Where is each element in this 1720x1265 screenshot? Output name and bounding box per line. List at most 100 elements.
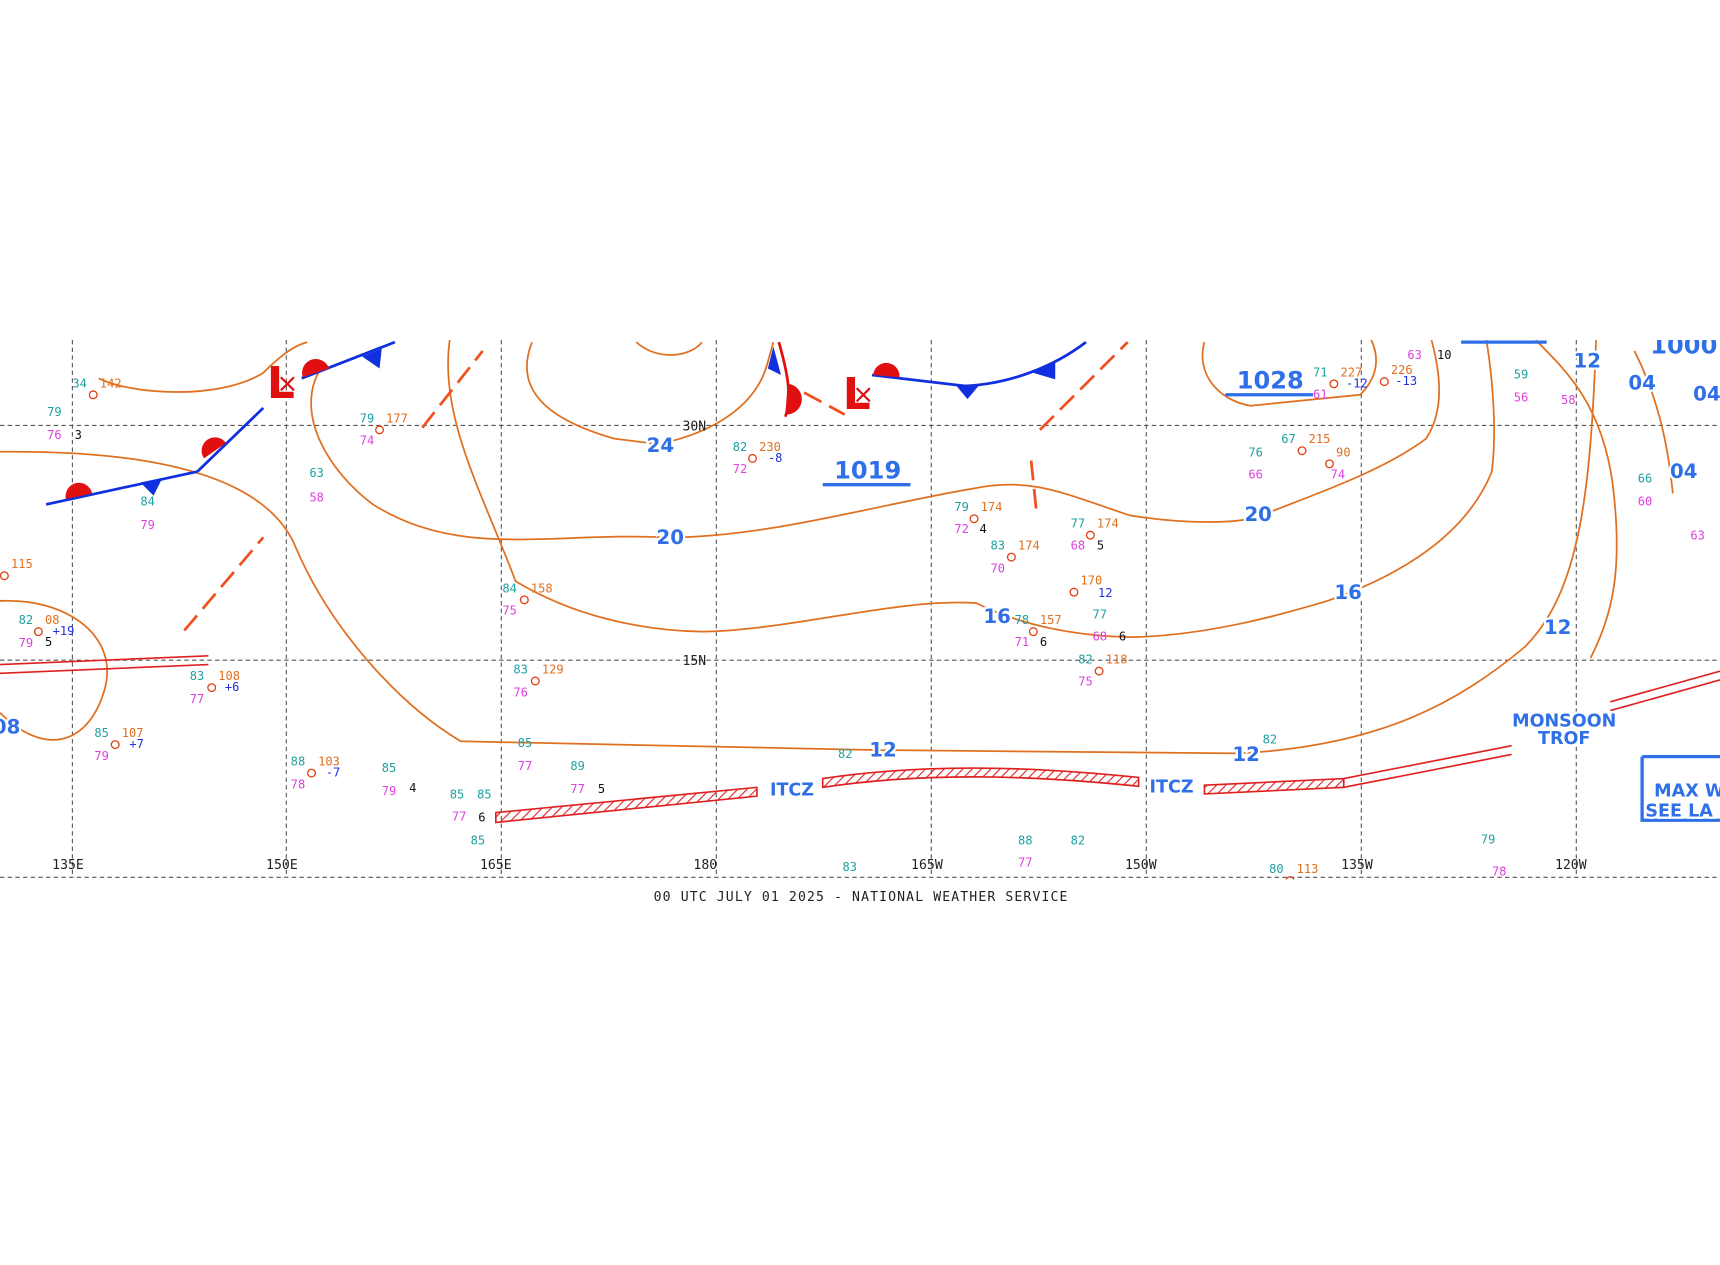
station-circle — [530, 676, 540, 686]
station-value: +7 — [129, 737, 144, 751]
station-value: 6 — [1119, 630, 1126, 644]
station-value: 82 — [838, 747, 853, 761]
feature-label: TROF — [1538, 729, 1590, 749]
station-circle — [1006, 552, 1016, 562]
station-value: 77 — [1071, 517, 1086, 531]
station-value: 77 — [518, 759, 533, 773]
station-value: 68 — [1071, 539, 1086, 553]
isobar-label: 08 — [0, 716, 20, 739]
isobar-label: 16 — [983, 605, 1010, 628]
station-value: 85 — [94, 726, 109, 740]
station-value: +6 — [225, 680, 240, 694]
station-value: 08 — [45, 613, 60, 627]
station-value: 5 — [598, 782, 605, 796]
longitude-label: 135E — [52, 858, 84, 873]
station-value: 12 — [1098, 586, 1113, 600]
station-value: 84 — [140, 495, 155, 509]
station-value: 83 — [513, 663, 528, 677]
station-value: 85 — [471, 834, 486, 848]
station-value: 70 — [991, 562, 1006, 576]
station-value: 103 — [318, 755, 340, 769]
isobars — [0, 339, 1674, 755]
station-value: 174 — [981, 500, 1003, 514]
station-value: 4 — [980, 522, 987, 536]
station-value: 83 — [991, 539, 1006, 553]
station-value: 4 — [409, 781, 416, 795]
station-value: 115 — [11, 557, 33, 571]
longitude-label: 165W — [911, 858, 943, 873]
station-value: 80 — [1269, 862, 1284, 876]
station-value: 76 — [47, 428, 62, 442]
station-value: 85 — [518, 736, 533, 750]
station-value: 215 — [1309, 432, 1331, 446]
station-value: 157 — [1040, 613, 1062, 627]
warning-box — [1640, 755, 1720, 822]
longitude-label: 120W — [1555, 858, 1587, 873]
station-circle — [307, 768, 317, 778]
low-symbol: L — [843, 369, 871, 420]
station-circle — [207, 683, 217, 693]
station-value: 34 — [72, 376, 87, 390]
feature-label: ITCZ — [1149, 777, 1193, 797]
station-value: 58 — [1561, 393, 1576, 407]
station-value: 77 — [452, 809, 467, 823]
station-value: 118 — [1106, 653, 1128, 667]
station-value: 3 — [75, 428, 82, 442]
station-value: 77 — [1093, 608, 1108, 622]
station-value: 74 — [1331, 467, 1346, 481]
pressure-center: 1019 — [834, 457, 901, 485]
isobar-label: 12 — [1544, 616, 1571, 639]
station-value: 59 — [1514, 368, 1529, 382]
labels: 135E 150E 165E 180 165W 150W 135W 120W 30N 15N 24 2… — [0, 340, 1720, 880]
station-value: 10 — [1437, 348, 1452, 362]
station-circle — [1069, 587, 1079, 597]
station-value: 6 — [478, 811, 485, 825]
station-value: 88 — [1018, 834, 1033, 848]
station-value: 79 — [382, 784, 397, 798]
station-value: 56 — [1514, 391, 1529, 405]
footer: 00 UTC JULY 01 2025 - NATIONAL WEATHER S… — [654, 890, 1069, 905]
latitude-label: 15N — [682, 654, 706, 669]
station-circle — [375, 425, 385, 435]
isobar-label: 04 — [1628, 371, 1655, 394]
station-value: -12 — [1346, 376, 1368, 390]
station-circle — [748, 453, 757, 463]
feature-label: ITCZ — [770, 781, 814, 801]
station-value: 79 — [954, 500, 969, 514]
station-value: 82 — [1263, 733, 1278, 747]
station-value: 66 — [1638, 472, 1653, 486]
station-value: 85 — [382, 761, 397, 775]
isobar-label: 04 — [1693, 382, 1720, 405]
station-value: 79 — [140, 518, 155, 532]
low-center — [855, 387, 871, 403]
station-circle — [1329, 379, 1339, 389]
station-value: 174 — [1097, 517, 1119, 531]
warning-text: MAX W — [1654, 782, 1720, 802]
station-value: 71 — [1015, 635, 1030, 649]
station-value: 85 — [450, 788, 465, 802]
station-value: 82 — [19, 613, 34, 627]
station-value: 89 — [570, 759, 585, 773]
fronts — [45, 340, 1087, 506]
station-value: 84 — [502, 581, 517, 595]
station-value: 78 — [1015, 613, 1030, 627]
isobar-label: 20 — [1244, 503, 1271, 526]
station-value: 5 — [45, 635, 52, 649]
map-area: 135E 150E 165E 180 165W 150W 135W 120W 30N 15N 24 2… — [0, 339, 1720, 880]
longitude-label: 180 — [693, 858, 717, 873]
station-circle — [1285, 876, 1295, 880]
station-value: 107 — [122, 726, 144, 740]
isobar-label: 24 — [647, 434, 674, 457]
station-value: 82 — [1078, 653, 1093, 667]
station-value: 88 — [291, 755, 306, 769]
station-value: 5 — [1097, 539, 1104, 553]
latitude-label: 30N — [682, 420, 706, 435]
warning-text: SEE LA — [1645, 801, 1713, 821]
station-circle — [1297, 446, 1307, 456]
station-value: -13 — [1395, 374, 1417, 388]
graticule — [0, 339, 1720, 878]
station-value: 174 — [1018, 539, 1040, 553]
station-value: 61 — [1313, 387, 1328, 401]
station-value: 158 — [531, 581, 553, 595]
